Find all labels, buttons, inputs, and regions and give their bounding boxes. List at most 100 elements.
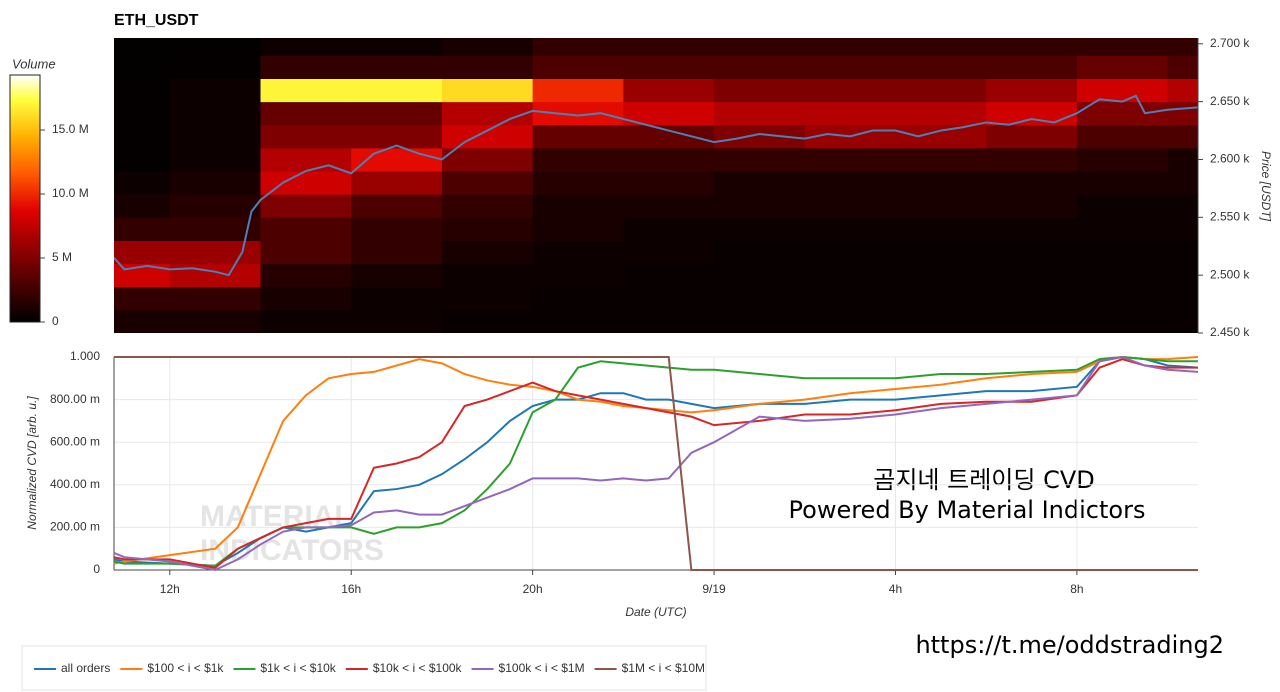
heat-cell xyxy=(714,38,806,56)
colorbar-tick-label: 15.0 M xyxy=(52,122,89,136)
caption: 곰지네 트레이딩 CVD xyxy=(873,466,1094,494)
heat-cell xyxy=(804,240,896,265)
heat-cell xyxy=(260,263,352,288)
heat-cell xyxy=(623,240,715,265)
heat-cell xyxy=(623,55,715,79)
heat-cell xyxy=(895,240,987,265)
y-tick-label: 600.00 m xyxy=(50,434,100,448)
heat-cell xyxy=(804,78,896,103)
heat-cell xyxy=(1167,217,1198,241)
heat-cell xyxy=(169,38,261,56)
heat-cell xyxy=(1076,38,1169,56)
y-tick-label: 1.000 xyxy=(70,349,100,363)
heat-cell xyxy=(804,171,896,195)
heat-cell xyxy=(351,55,443,79)
x-tick-label: 4h xyxy=(889,582,902,596)
y-tick-label: 0 xyxy=(93,562,100,576)
heat-cell xyxy=(532,286,624,311)
heat-cell xyxy=(169,171,261,195)
heat-cell xyxy=(351,101,443,126)
heat-cell xyxy=(351,38,443,56)
heat-cell xyxy=(895,55,987,79)
link[interactable]: https://t.me/oddstrading2 xyxy=(915,631,1224,659)
heat-cell xyxy=(441,263,534,288)
heat-cell xyxy=(351,240,443,265)
x-tick-label: 16h xyxy=(341,582,361,596)
series-line xyxy=(114,356,1198,571)
heat-cell xyxy=(895,309,987,333)
heat-cell xyxy=(986,55,1078,79)
heat-cell xyxy=(1076,55,1169,79)
heat-cell xyxy=(623,217,715,241)
heat-cell xyxy=(114,38,171,56)
heat-cell xyxy=(532,55,624,79)
heat-cell xyxy=(441,240,534,265)
heat-cell xyxy=(169,309,261,333)
heat-cell xyxy=(986,171,1078,195)
heat-cell xyxy=(1076,240,1169,265)
heat-cell xyxy=(169,101,261,126)
x-tick-label: 12h xyxy=(160,582,180,596)
heat-cell xyxy=(114,240,171,265)
heat-cell xyxy=(804,309,896,333)
heat-cell xyxy=(804,194,896,218)
x-tick-label: 20h xyxy=(523,582,543,596)
colorbar-label: Volume xyxy=(12,56,56,71)
series-line xyxy=(114,355,1198,565)
heat-cell xyxy=(532,101,624,126)
legend-label: $1M < i < $10M xyxy=(622,661,705,675)
heat-cell xyxy=(532,124,624,149)
heat-cell xyxy=(714,101,806,126)
heat-cell xyxy=(1167,171,1198,195)
heat-cell xyxy=(114,309,171,333)
heat-cell xyxy=(114,147,171,172)
heat-cell xyxy=(260,171,352,195)
heat-cell xyxy=(986,217,1078,241)
heat-cell xyxy=(714,240,806,265)
heat-cell xyxy=(532,38,624,56)
heat-cell xyxy=(986,194,1078,218)
y-tick-label: 2.650 k xyxy=(1210,94,1250,108)
heat-cell xyxy=(714,217,806,241)
heat-cell xyxy=(441,78,534,103)
heat-cell xyxy=(260,124,352,149)
x-tick-label: 8h xyxy=(1070,582,1083,596)
heat-cell xyxy=(623,171,715,195)
caption: Powered By Material Indictors xyxy=(789,496,1146,524)
x-tick-label: 9/19 xyxy=(702,582,726,596)
heat-cell xyxy=(1167,55,1198,79)
heat-cell xyxy=(532,171,624,195)
watermark: INDICATORS xyxy=(200,534,384,567)
heat-cell xyxy=(1167,194,1198,218)
y-tick-label: 2.500 k xyxy=(1210,267,1250,281)
heat-cell xyxy=(351,263,443,288)
heat-cell xyxy=(532,309,624,333)
series-line xyxy=(114,355,1198,572)
heat-cell xyxy=(1076,286,1169,311)
heat-cell xyxy=(114,101,171,126)
title: ETH_USDT xyxy=(114,12,199,29)
heat-cell xyxy=(1076,194,1169,218)
heat-cell xyxy=(114,55,171,79)
heat-cell xyxy=(351,171,443,195)
heat-cell xyxy=(169,78,261,103)
heat-cell xyxy=(1076,217,1169,241)
colorbar xyxy=(9,74,41,323)
heat-cell xyxy=(714,55,806,79)
heat-cell xyxy=(1167,147,1198,172)
heat-cell xyxy=(986,147,1078,172)
heat-cell xyxy=(532,78,624,103)
heat-cell xyxy=(260,309,352,333)
heat-cell xyxy=(623,38,715,56)
heat-cell xyxy=(114,124,171,149)
series-line xyxy=(114,355,1198,567)
heat-cell xyxy=(804,217,896,241)
colorbar-tick-label: 0 xyxy=(52,314,59,328)
heat-cell xyxy=(260,101,352,126)
heat-cell xyxy=(714,286,806,311)
heat-cell xyxy=(986,124,1078,149)
heat-cell xyxy=(895,286,987,311)
heat-cell xyxy=(351,309,443,333)
heat-cell xyxy=(114,171,171,195)
heat-cell xyxy=(532,263,624,288)
